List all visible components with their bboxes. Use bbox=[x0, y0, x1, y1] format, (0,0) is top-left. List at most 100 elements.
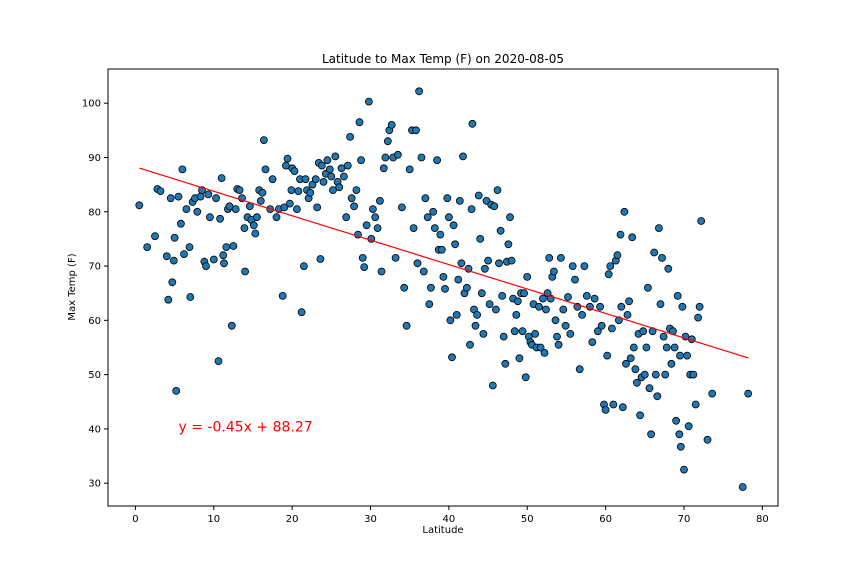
data-point bbox=[278, 291, 287, 300]
data-point bbox=[667, 359, 676, 368]
data-point bbox=[405, 165, 414, 174]
data-point bbox=[647, 430, 655, 439]
data-point bbox=[301, 175, 310, 184]
data-point bbox=[680, 465, 688, 474]
data-point bbox=[578, 310, 586, 319]
y-tick-label: 50 bbox=[88, 370, 101, 381]
data-point bbox=[523, 272, 532, 281]
data-point bbox=[319, 177, 328, 186]
data-point bbox=[268, 175, 277, 184]
data-point bbox=[539, 294, 547, 303]
data-point bbox=[421, 194, 430, 203]
data-point bbox=[373, 224, 382, 233]
data-point bbox=[409, 224, 418, 233]
data-point bbox=[608, 324, 616, 333]
data-point bbox=[449, 221, 458, 230]
data-point bbox=[609, 400, 618, 409]
data-point bbox=[229, 242, 238, 250]
y-tick-label: 30 bbox=[88, 479, 101, 490]
data-point bbox=[387, 121, 396, 129]
data-point bbox=[531, 329, 539, 338]
plot-frame bbox=[107, 68, 779, 507]
data-point bbox=[168, 278, 177, 287]
data-point bbox=[622, 359, 630, 368]
data-point bbox=[425, 300, 434, 309]
data-point bbox=[633, 378, 641, 387]
data-point bbox=[468, 119, 477, 128]
data-point bbox=[429, 207, 438, 216]
data-point bbox=[515, 354, 524, 363]
data-point bbox=[642, 343, 651, 352]
data-point bbox=[426, 283, 435, 292]
data-point bbox=[490, 202, 499, 211]
data-point bbox=[507, 256, 516, 265]
data-point bbox=[172, 386, 181, 395]
data-point bbox=[412, 126, 420, 135]
x-tick-label: 60 bbox=[599, 514, 612, 525]
data-point bbox=[397, 203, 406, 212]
data-point bbox=[651, 370, 660, 379]
data-point bbox=[328, 186, 337, 195]
data-point bbox=[143, 243, 152, 252]
data-point bbox=[193, 207, 202, 216]
data-point bbox=[466, 340, 474, 349]
data-point bbox=[678, 302, 687, 311]
data-point bbox=[499, 332, 508, 341]
data-point bbox=[240, 224, 249, 233]
data-point bbox=[670, 343, 679, 352]
data-point bbox=[325, 165, 334, 174]
data-point bbox=[448, 353, 456, 362]
data-point bbox=[518, 327, 527, 336]
data-point bbox=[575, 365, 584, 374]
data-point bbox=[474, 191, 483, 200]
data-point bbox=[554, 340, 563, 349]
data-point bbox=[557, 253, 565, 262]
data-point bbox=[639, 327, 648, 336]
data-point bbox=[512, 310, 521, 319]
data-point bbox=[501, 359, 510, 368]
x-tick-label: 20 bbox=[286, 514, 299, 525]
data-point bbox=[327, 172, 336, 181]
data-point bbox=[506, 213, 514, 222]
data-point bbox=[176, 219, 185, 228]
data-point bbox=[217, 174, 226, 183]
data-point bbox=[616, 230, 625, 239]
data-point bbox=[441, 284, 449, 293]
data-point bbox=[672, 416, 680, 425]
data-point bbox=[644, 283, 652, 292]
data-point bbox=[186, 293, 195, 301]
data-point bbox=[350, 202, 359, 211]
data-point bbox=[313, 203, 322, 212]
data-point bbox=[590, 294, 599, 303]
data-point bbox=[419, 267, 428, 276]
data-point bbox=[451, 240, 460, 249]
data-point bbox=[166, 194, 175, 203]
data-point bbox=[360, 263, 369, 272]
data-point bbox=[317, 161, 326, 170]
data-point bbox=[294, 187, 303, 196]
data-point bbox=[694, 313, 702, 322]
data-point bbox=[551, 316, 560, 325]
data-point bbox=[323, 156, 332, 165]
data-point bbox=[258, 188, 267, 197]
data-point bbox=[545, 253, 554, 262]
data-point bbox=[331, 152, 340, 161]
data-point bbox=[342, 213, 351, 222]
data-point bbox=[180, 250, 188, 259]
data-point bbox=[689, 370, 698, 379]
data-point bbox=[708, 389, 717, 398]
x-tick-label: 40 bbox=[443, 514, 456, 525]
data-point bbox=[477, 289, 486, 298]
data-point bbox=[391, 253, 400, 262]
data-point bbox=[383, 137, 392, 146]
data-point bbox=[375, 196, 384, 205]
data-point bbox=[235, 186, 244, 195]
x-tick-label: 80 bbox=[756, 514, 769, 525]
data-point bbox=[653, 392, 662, 401]
data-point bbox=[433, 156, 442, 165]
data-point bbox=[479, 329, 488, 338]
data-point bbox=[346, 132, 355, 141]
data-point bbox=[480, 264, 489, 273]
data-point bbox=[164, 295, 173, 304]
